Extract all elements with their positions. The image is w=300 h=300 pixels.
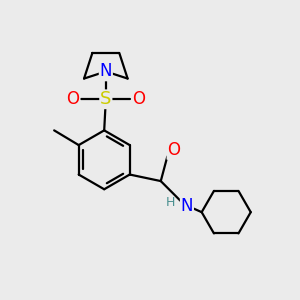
Text: N: N bbox=[100, 62, 112, 80]
Text: O: O bbox=[167, 141, 180, 159]
Text: O: O bbox=[132, 90, 145, 108]
Text: S: S bbox=[100, 90, 112, 108]
Text: H: H bbox=[166, 196, 175, 209]
Text: O: O bbox=[67, 90, 80, 108]
Text: N: N bbox=[181, 196, 193, 214]
